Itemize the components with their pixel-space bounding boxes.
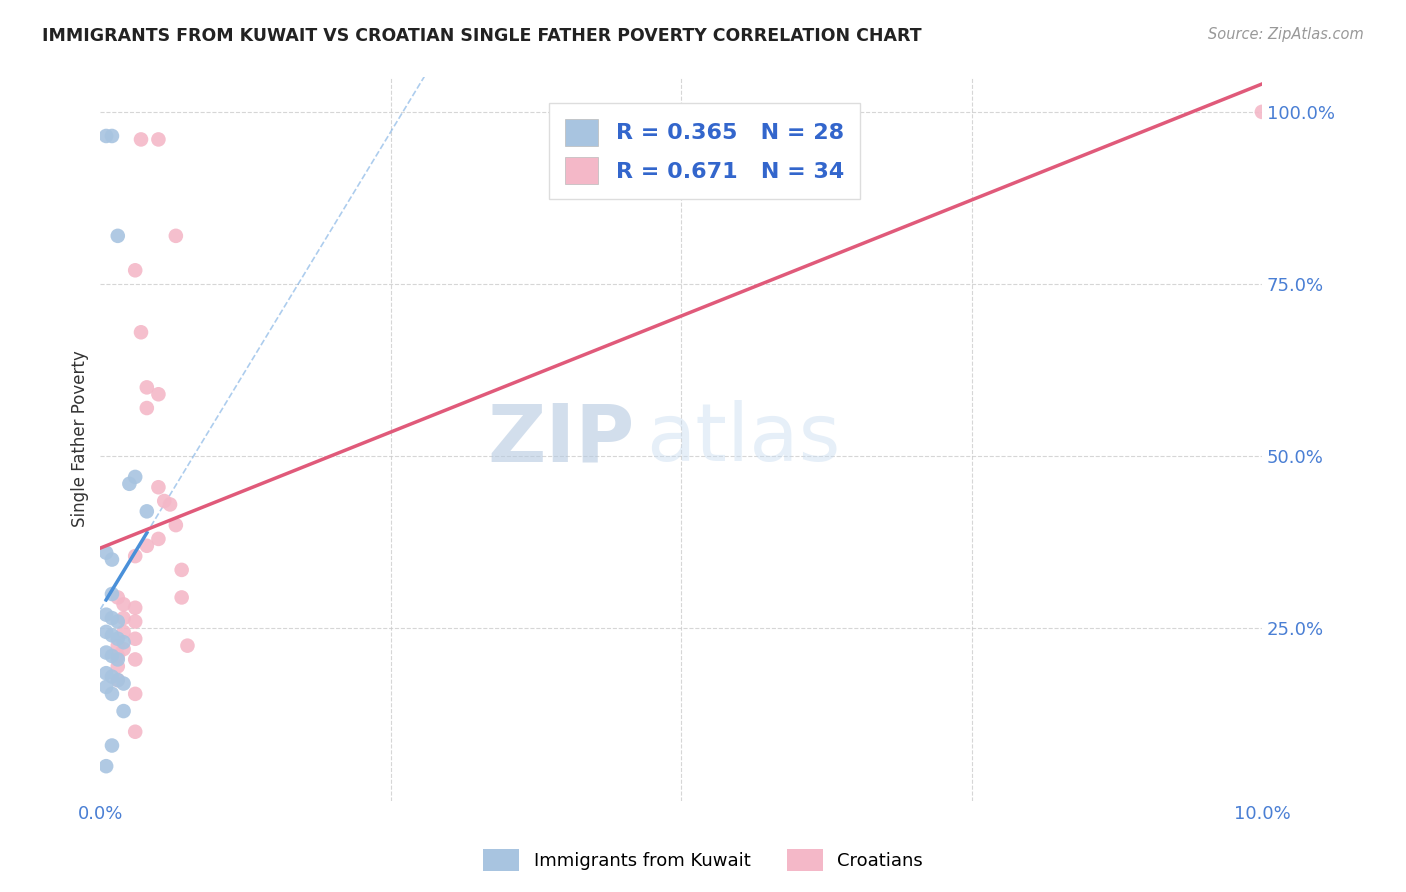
- Point: [129, 326, 152, 340]
- Point: [165, 228, 187, 243]
- Point: [101, 670, 124, 684]
- Point: [170, 563, 193, 577]
- Point: [1251, 104, 1274, 119]
- Text: Source: ZipAtlas.com: Source: ZipAtlas.com: [1208, 27, 1364, 42]
- Point: [159, 498, 181, 512]
- Point: [124, 263, 146, 277]
- Point: [165, 518, 187, 533]
- Point: [148, 132, 170, 146]
- Point: [96, 128, 118, 143]
- Point: [96, 546, 118, 560]
- Point: [101, 648, 124, 663]
- Point: [107, 659, 129, 673]
- Point: [107, 632, 129, 646]
- Point: [107, 652, 129, 666]
- Point: [112, 676, 135, 690]
- Point: [101, 611, 124, 625]
- Point: [124, 470, 146, 484]
- Point: [148, 480, 170, 494]
- Point: [124, 549, 146, 563]
- Point: [135, 539, 157, 553]
- Point: [170, 591, 193, 605]
- Point: [101, 739, 124, 753]
- Point: [107, 648, 129, 663]
- Point: [129, 132, 152, 146]
- Point: [135, 380, 157, 394]
- Point: [112, 624, 135, 639]
- Point: [118, 476, 141, 491]
- Point: [124, 615, 146, 629]
- Text: ZIP: ZIP: [488, 400, 634, 478]
- Text: IMMIGRANTS FROM KUWAIT VS CROATIAN SINGLE FATHER POVERTY CORRELATION CHART: IMMIGRANTS FROM KUWAIT VS CROATIAN SINGL…: [42, 27, 922, 45]
- Point: [135, 504, 157, 518]
- Point: [107, 673, 129, 687]
- Point: [101, 128, 124, 143]
- Point: [107, 591, 129, 605]
- Point: [148, 532, 170, 546]
- Point: [96, 646, 118, 660]
- Point: [96, 759, 118, 773]
- Point: [112, 611, 135, 625]
- Point: [96, 624, 118, 639]
- Point: [124, 600, 146, 615]
- Point: [101, 687, 124, 701]
- Point: [124, 652, 146, 666]
- Point: [112, 597, 135, 611]
- Text: atlas: atlas: [647, 400, 841, 478]
- Point: [135, 401, 157, 415]
- Point: [107, 639, 129, 653]
- Y-axis label: Single Father Poverty: Single Father Poverty: [72, 351, 89, 527]
- Point: [112, 635, 135, 649]
- Point: [124, 632, 146, 646]
- Point: [148, 387, 170, 401]
- Point: [101, 587, 124, 601]
- Legend: Immigrants from Kuwait, Croatians: Immigrants from Kuwait, Croatians: [475, 842, 931, 879]
- Point: [112, 642, 135, 657]
- Point: [101, 628, 124, 642]
- Point: [101, 552, 124, 566]
- Point: [124, 687, 146, 701]
- Point: [153, 494, 176, 508]
- Point: [112, 704, 135, 718]
- Point: [96, 607, 118, 622]
- Point: [124, 724, 146, 739]
- Legend: R = 0.365   N = 28, R = 0.671   N = 34: R = 0.365 N = 28, R = 0.671 N = 34: [550, 103, 859, 200]
- Point: [107, 673, 129, 687]
- Point: [96, 680, 118, 694]
- Point: [176, 639, 198, 653]
- Point: [107, 615, 129, 629]
- Point: [107, 228, 129, 243]
- Point: [96, 666, 118, 681]
